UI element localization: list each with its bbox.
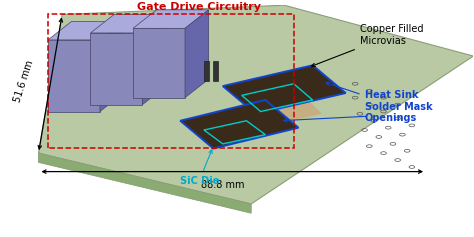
Polygon shape xyxy=(91,14,166,33)
Polygon shape xyxy=(218,95,322,132)
Polygon shape xyxy=(91,33,143,105)
Polygon shape xyxy=(133,28,185,98)
Text: 88.8 mm: 88.8 mm xyxy=(201,180,245,191)
Polygon shape xyxy=(38,153,251,213)
Polygon shape xyxy=(204,61,209,82)
Polygon shape xyxy=(48,40,100,112)
Polygon shape xyxy=(133,10,209,28)
Text: Gate Drive Circuitry: Gate Drive Circuitry xyxy=(137,2,261,12)
Text: Heat Sink
Solder Mask
Openings: Heat Sink Solder Mask Openings xyxy=(326,82,432,123)
Polygon shape xyxy=(213,61,218,82)
Polygon shape xyxy=(185,10,209,98)
Polygon shape xyxy=(48,21,124,40)
Text: Copper Filled
Microvias: Copper Filled Microvias xyxy=(311,24,423,67)
Polygon shape xyxy=(38,5,474,204)
Text: SiC Die: SiC Die xyxy=(180,150,219,186)
Polygon shape xyxy=(100,21,124,112)
Polygon shape xyxy=(143,14,166,105)
Polygon shape xyxy=(180,100,299,149)
Polygon shape xyxy=(223,65,346,114)
Text: 51.6 mm: 51.6 mm xyxy=(13,59,36,104)
